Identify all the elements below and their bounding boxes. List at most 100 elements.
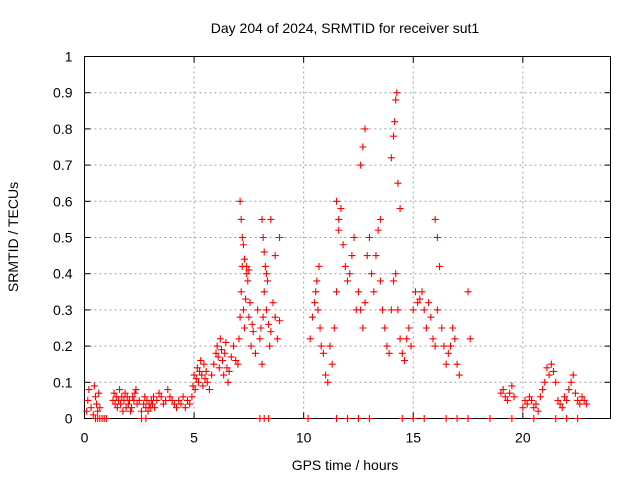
data-point	[368, 270, 376, 278]
data-point	[248, 320, 256, 328]
data-point	[259, 313, 267, 321]
data-point	[276, 317, 284, 325]
data-point	[236, 197, 244, 205]
data-point	[243, 262, 251, 270]
data-point	[569, 371, 577, 379]
data-point	[265, 320, 273, 328]
y-tick-label: 0.4	[53, 266, 73, 282]
axis-ticks: 00.10.20.30.40.50.60.70.80.910 5 10 15 20	[53, 49, 611, 446]
data-point	[127, 407, 135, 415]
data-point	[94, 407, 102, 415]
data-point	[265, 415, 273, 422]
data-point	[567, 378, 575, 386]
data-point	[431, 215, 439, 223]
data-point	[357, 306, 365, 314]
data-point	[245, 313, 253, 321]
data-point	[552, 378, 560, 386]
data-point	[312, 288, 320, 296]
data-point	[442, 415, 450, 422]
data-point	[89, 411, 97, 419]
data-point	[429, 335, 437, 343]
data-point	[370, 288, 378, 296]
data-point	[508, 382, 516, 390]
data-point	[311, 299, 319, 307]
data-point	[251, 349, 259, 357]
data-point	[232, 357, 240, 365]
data-point	[418, 288, 426, 296]
data-point	[543, 364, 551, 372]
data-point	[400, 357, 408, 365]
data-point	[196, 367, 204, 375]
data-point	[317, 342, 325, 350]
data-point	[499, 386, 507, 394]
y-tick-label: 0.8	[53, 121, 73, 137]
data-point	[444, 349, 452, 357]
data-point	[506, 389, 514, 397]
x-tick-label: 0	[81, 430, 89, 446]
data-point	[129, 393, 137, 401]
data-point	[85, 386, 93, 394]
data-point	[558, 404, 566, 412]
data-point	[170, 400, 178, 408]
data-point	[159, 400, 167, 408]
data-point	[341, 262, 349, 270]
data-point	[221, 349, 229, 357]
data-point	[319, 349, 327, 357]
data-point	[150, 393, 158, 401]
data-point	[210, 360, 218, 368]
data-point	[376, 215, 384, 223]
y-tick-label: 1	[65, 49, 73, 65]
data-point	[133, 400, 141, 408]
data-point	[269, 299, 277, 307]
data-point	[119, 407, 127, 415]
data-point	[536, 393, 544, 401]
data-point	[201, 375, 209, 383]
data-point	[433, 306, 441, 314]
data-point	[396, 205, 404, 213]
data-point	[216, 335, 224, 343]
data-point	[574, 396, 582, 404]
data-point	[385, 349, 393, 357]
data-point	[503, 396, 511, 404]
x-axis-title: GPS time / hours	[292, 457, 399, 473]
data-point	[376, 277, 384, 285]
data-point	[363, 252, 371, 260]
data-point	[339, 241, 347, 249]
data-point	[124, 400, 132, 408]
data-point	[563, 415, 571, 422]
data-point	[440, 342, 448, 350]
data-point	[308, 313, 316, 321]
data-point	[260, 248, 268, 256]
data-point	[333, 197, 341, 205]
data-point	[315, 262, 323, 270]
data-point	[190, 371, 198, 379]
data-point	[455, 371, 463, 379]
x-tick-label: 5	[190, 430, 198, 446]
data-point	[91, 393, 99, 401]
data-point	[193, 364, 201, 372]
data-point	[87, 404, 95, 412]
data-point	[560, 393, 568, 401]
data-point	[184, 396, 192, 404]
data-point	[453, 360, 461, 368]
data-points	[83, 89, 590, 422]
data-point	[391, 118, 399, 126]
data-point	[239, 306, 247, 314]
data-point	[422, 324, 430, 332]
y-tick-label: 0.5	[53, 230, 73, 246]
data-point	[113, 404, 121, 412]
data-point	[393, 89, 401, 97]
data-point	[84, 396, 92, 404]
data-point	[354, 288, 362, 296]
data-point	[238, 234, 246, 241]
data-point	[398, 415, 406, 422]
data-point	[264, 277, 272, 285]
data-point	[556, 400, 564, 408]
data-point	[313, 277, 321, 285]
data-point	[532, 400, 540, 408]
data-point	[565, 386, 573, 394]
data-point	[219, 357, 227, 365]
data-point	[519, 404, 527, 412]
data-point	[128, 404, 136, 412]
data-point	[271, 252, 279, 260]
